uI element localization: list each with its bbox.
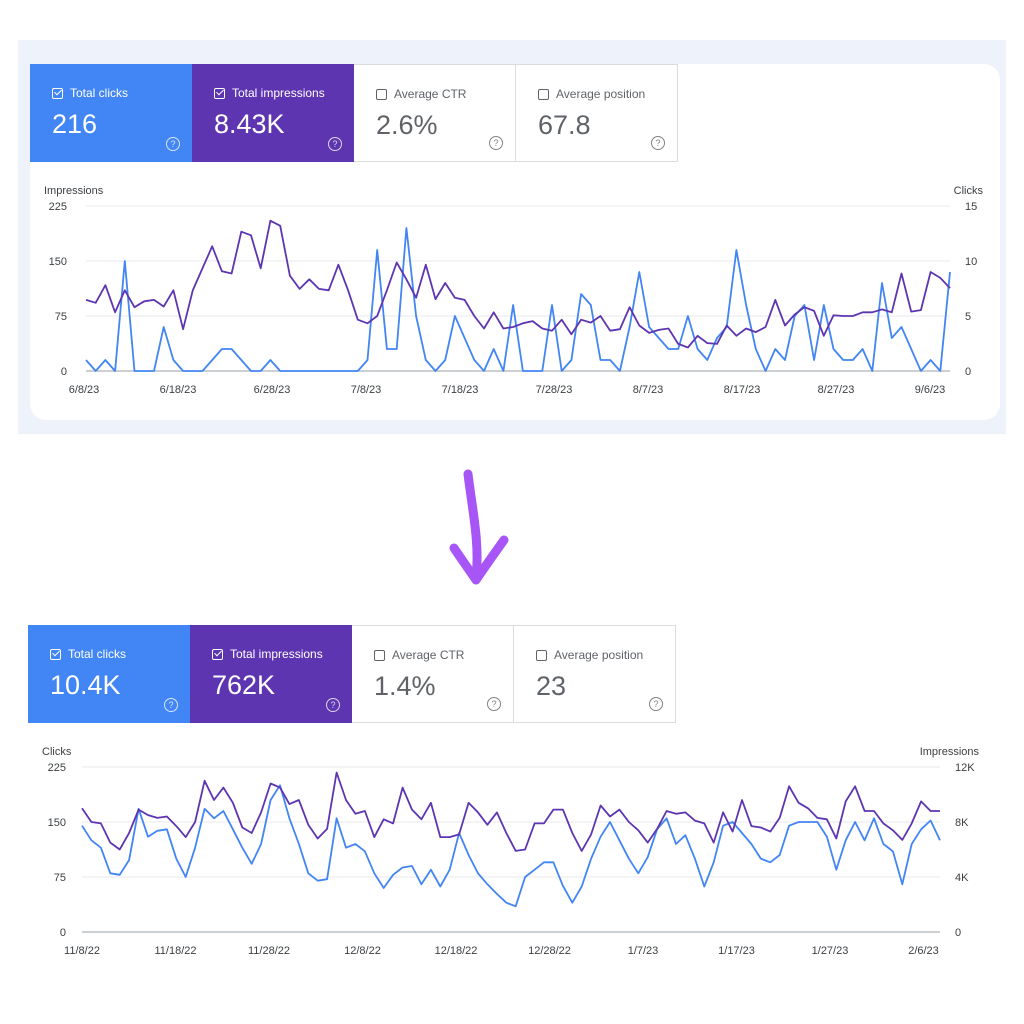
x-axis-tick-label: 1/27/23: [812, 945, 849, 957]
x-axis-tick-label: 8/7/23: [633, 384, 664, 396]
left-axis-tick-label: 150: [49, 256, 67, 268]
x-axis-tick-label: 11/18/22: [154, 945, 196, 957]
right-axis-tick-label: 15: [965, 201, 977, 213]
top-total-impressions-label: Total impressions: [214, 86, 354, 100]
help-circle-icon[interactable]: ?: [328, 137, 342, 151]
left-axis-tick-label: 150: [48, 817, 66, 829]
top-average-ctr-value: 2.6%: [376, 110, 438, 140]
right-axis-label: Impressions: [920, 746, 980, 758]
x-axis-tick-label: 9/6/23: [915, 384, 946, 396]
right-axis-tick-label: 12K: [955, 762, 975, 774]
bottom-average-position-card[interactable]: Average position 23 ?: [514, 625, 676, 723]
bottom-average-ctr-card[interactable]: Average CTR 1.4% ?: [352, 625, 514, 723]
x-axis-tick-label: 11/28/22: [248, 945, 290, 957]
bottom-average-ctr-value: 1.4%: [374, 671, 436, 701]
x-axis-tick-label: 12/18/22: [435, 945, 478, 957]
bottom-average-ctr-label: Average CTR: [374, 648, 513, 662]
top-average-position-card[interactable]: Average position 67.8 ?: [516, 64, 678, 162]
left-axis-tick-label: 225: [48, 762, 66, 774]
left-axis-tick-label: 225: [49, 201, 67, 213]
bottom-total-impressions-card[interactable]: Total impressions 762K ?: [190, 625, 352, 723]
bottom-total-clicks-label: Total clicks: [50, 647, 190, 661]
x-axis-tick-label: 6/8/23: [69, 384, 100, 396]
checkbox-checked-icon[interactable]: [212, 648, 223, 660]
help-circle-icon[interactable]: ?: [487, 697, 501, 711]
x-axis-tick-label: 1/7/23: [628, 945, 659, 957]
bottom-total-impressions-label: Total impressions: [212, 647, 352, 661]
right-axis-tick-label: 4K: [955, 872, 969, 884]
top-impressions-line: [85, 219, 951, 349]
top-total-clicks-label: Total clicks: [52, 86, 192, 100]
bottom-total-clicks-value: 10.4K: [50, 670, 121, 700]
left-axis-label: Clicks: [42, 746, 72, 758]
x-axis-tick-label: 6/28/23: [254, 384, 291, 396]
x-axis-tick-label: 12/28/22: [528, 945, 571, 957]
left-axis-label: Impressions: [44, 185, 104, 197]
checkbox-unchecked-icon[interactable]: [536, 649, 547, 661]
top-total-impressions-value: 8.43K: [214, 109, 285, 139]
x-axis-tick-label: 8/17/23: [724, 384, 761, 396]
top-average-position-label: Average position: [538, 87, 677, 101]
checkbox-unchecked-icon[interactable]: [538, 88, 549, 100]
top-average-position-value: 67.8: [538, 110, 591, 140]
help-circle-icon[interactable]: ?: [489, 136, 503, 150]
x-axis-tick-label: 12/8/22: [344, 945, 381, 957]
checkbox-checked-icon[interactable]: [50, 648, 61, 660]
top-total-clicks-value: 216: [52, 109, 98, 139]
checkbox-unchecked-icon[interactable]: [376, 88, 387, 100]
left-axis-tick-label: 75: [55, 311, 67, 323]
bottom-clicks-line: [81, 784, 941, 908]
help-circle-icon[interactable]: ?: [649, 697, 663, 711]
x-axis-tick-label: 7/8/23: [351, 384, 382, 396]
top-average-ctr-label: Average CTR: [376, 87, 515, 101]
checkbox-checked-icon[interactable]: [214, 87, 225, 99]
help-circle-icon[interactable]: ?: [166, 137, 180, 151]
checkbox-unchecked-icon[interactable]: [374, 649, 385, 661]
x-axis-tick-label: 8/27/23: [818, 384, 855, 396]
x-axis-tick-label: 7/28/23: [536, 384, 573, 396]
left-axis-tick-label: 75: [54, 872, 66, 884]
x-axis-tick-label: 2/6/23: [908, 945, 939, 957]
x-axis-tick-label: 7/18/23: [442, 384, 479, 396]
left-axis-tick-label: 0: [61, 366, 67, 378]
right-axis-tick-label: 0: [965, 366, 971, 378]
bottom-total-clicks-card[interactable]: Total clicks 10.4K ?: [28, 625, 190, 723]
bottom-average-position-value: 23: [536, 671, 567, 701]
bottom-metric-cards: Total clicks 10.4K ? Total impressions 7…: [28, 625, 676, 723]
right-axis-label: Clicks: [954, 185, 984, 197]
top-total-clicks-card[interactable]: Total clicks 216 ?: [30, 64, 192, 162]
help-circle-icon[interactable]: ?: [326, 698, 340, 712]
left-axis-tick-label: 0: [60, 927, 66, 939]
top-clicks-line: [85, 227, 951, 372]
x-axis-tick-label: 11/8/22: [64, 945, 100, 957]
top-metric-cards: Total clicks 216 ? Total impressions 8.4…: [30, 64, 678, 162]
bottom-average-position-label: Average position: [536, 648, 675, 662]
top-average-ctr-card[interactable]: Average CTR 2.6% ?: [354, 64, 516, 162]
top-total-impressions-card[interactable]: Total impressions 8.43K ?: [192, 64, 354, 162]
help-circle-icon[interactable]: ?: [651, 136, 665, 150]
right-axis-tick-label: 10: [965, 256, 977, 268]
x-axis-tick-label: 1/17/23: [718, 945, 755, 957]
bottom-impressions-line: [81, 771, 940, 852]
help-circle-icon[interactable]: ?: [164, 698, 178, 712]
right-axis-tick-label: 5: [965, 311, 971, 323]
bottom-total-impressions-value: 762K: [212, 670, 276, 700]
down-arrow-icon: [449, 469, 509, 585]
checkbox-checked-icon[interactable]: [52, 87, 63, 99]
x-axis-tick-label: 6/18/23: [160, 384, 197, 396]
right-axis-tick-label: 8K: [955, 817, 969, 829]
right-axis-tick-label: 0: [955, 927, 961, 939]
